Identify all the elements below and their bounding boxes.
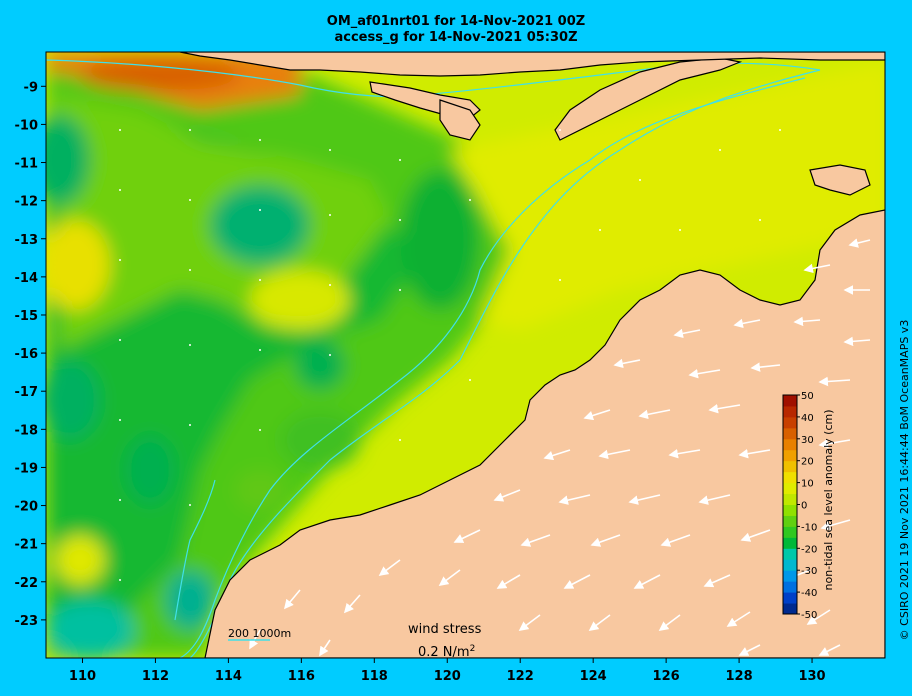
wind-stress-arrows: [249, 238, 871, 657]
colorbar-segment: [783, 537, 797, 549]
colorbar-tick-label: -20: [801, 544, 817, 555]
credit-text: © CSIRO 2021 19 Nov 2021 16:44:44 BoM Oc…: [898, 320, 911, 641]
colorbar-tick-label: 50: [801, 391, 814, 402]
island-sawu: [439, 99, 481, 141]
y-tick-label: -10: [15, 118, 39, 133]
wind-stress-label: wind stress: [408, 622, 482, 637]
y-tick-label: -12: [15, 195, 39, 210]
island-chain-north: [179, 52, 885, 77]
colorbar-segment: [783, 471, 797, 484]
y-tick-label: -15: [15, 309, 39, 324]
colorbar-segment: [783, 395, 797, 407]
x-tick-label: 114: [215, 669, 242, 684]
plot-frame: [45, 51, 886, 659]
colorbar-tick-label: -40: [801, 588, 817, 599]
colorbar-segment: [783, 427, 797, 440]
colorbar: 50 40 30 20 10 0 -10 -20 -30 -40 -50: [782, 391, 817, 621]
y-tick-label: -19: [15, 461, 39, 476]
x-tick-label: 124: [580, 669, 607, 684]
colorbar-tick-label: -10: [801, 522, 817, 533]
y-tick-label: -14: [15, 271, 39, 286]
plot-area: 200 1000m wind stress 0.2 N/m2: [46, 52, 885, 660]
land-masses: [179, 52, 885, 658]
y-tick-label: -23: [15, 614, 39, 629]
y-tick-label: -22: [15, 576, 39, 591]
x-tick-label: 116: [288, 669, 315, 684]
colorbar-segment: [783, 559, 797, 571]
y-tick-label: -18: [15, 423, 39, 438]
x-tick-label: 118: [361, 669, 388, 684]
title-line-1: OM_af01nrt01 for 14-Nov-2021 00Z: [326, 14, 586, 29]
y-tick-label: -21: [15, 538, 39, 553]
wind-stress-ref: 0.2 N/m2: [418, 644, 475, 660]
y-axis-ticks: -9 -10 -11 -12 -13 -14 -15 -16 -17 -18 -19 -20 -21 -2…: [15, 80, 46, 629]
colorbar-tick-label: -50: [801, 610, 817, 621]
colorbar-segment: [783, 592, 797, 604]
colorbar-segment: [783, 526, 797, 538]
x-tick-label: 122: [507, 669, 534, 684]
colorbar-segment: [783, 449, 797, 462]
colorbar-segment: [783, 515, 797, 527]
colorbar-tick-label: 30: [801, 435, 814, 446]
scale-bar-label: 200 1000m: [228, 627, 291, 640]
y-tick-label: -11: [15, 157, 39, 172]
y-tick-label: -16: [15, 347, 39, 362]
colorbar-segment: [783, 603, 797, 615]
colorbar-segment: [783, 438, 797, 451]
colorbar-segment: [783, 460, 797, 473]
colorbar-tick-label: 10: [801, 479, 814, 490]
x-tick-label: 128: [726, 669, 753, 684]
y-tick-label: -20: [15, 500, 39, 515]
x-tick-label: 120: [434, 669, 461, 684]
colorbar-segment: [783, 504, 797, 516]
x-tick-label: 130: [798, 669, 825, 684]
colorbar-segment: [783, 405, 797, 418]
colorbar-segment: [783, 493, 797, 505]
x-axis-ticks: 110 112 114 116 118 120 122 124 126 128 130: [69, 658, 826, 684]
x-tick-label: 126: [653, 669, 680, 684]
y-tick-label: -17: [15, 385, 39, 400]
y-tick-label: -13: [15, 233, 39, 248]
colorbar-segment: [783, 570, 797, 582]
island-east: [809, 164, 871, 196]
wind-dots: [119, 129, 781, 581]
colorbar-tick-label: -30: [801, 566, 817, 577]
colorbar-segment: [783, 416, 797, 429]
colorbar-tick-label: 40: [801, 413, 814, 424]
colorbar-tick-label: 20: [801, 457, 814, 468]
title-line-2: access_g for 14-Nov-2021 05:30Z: [334, 30, 578, 45]
colorbar-segment: [783, 482, 797, 495]
colorbar-tick-label: 0: [801, 501, 807, 512]
colorbar-label: non-tidal sea level anomaly (cm): [822, 410, 835, 591]
x-tick-label: 112: [142, 669, 169, 684]
colorbar-segment: [783, 581, 797, 593]
y-tick-label: -9: [24, 80, 38, 95]
title-block: OM_af01nrt01 for 14-Nov-2021 00Z access_…: [0, 14, 912, 46]
colorbar-segment: [783, 548, 797, 560]
x-tick-label: 110: [69, 669, 96, 684]
australia-mainland: [204, 209, 885, 658]
